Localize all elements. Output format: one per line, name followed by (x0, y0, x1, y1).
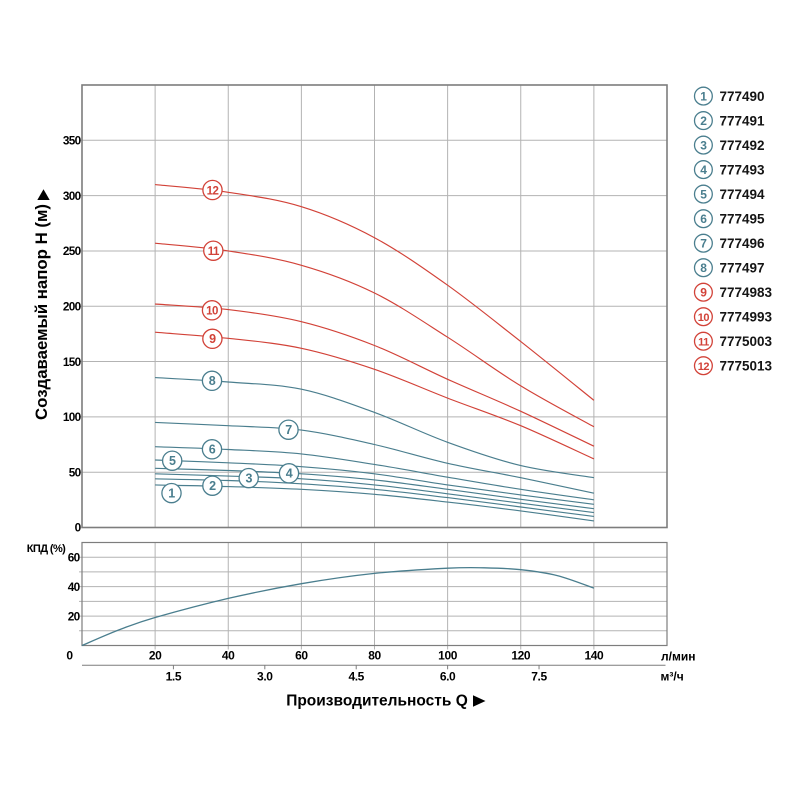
svg-text:40: 40 (222, 649, 235, 663)
svg-text:80: 80 (368, 649, 381, 663)
svg-text:777496: 777496 (720, 236, 766, 251)
svg-text:777494: 777494 (720, 187, 766, 202)
svg-text:10: 10 (698, 312, 710, 324)
svg-text:3.0: 3.0 (257, 670, 273, 684)
svg-text:12: 12 (207, 185, 219, 197)
svg-text:4: 4 (700, 163, 707, 177)
svg-text:7: 7 (700, 236, 707, 250)
svg-text:250: 250 (63, 244, 82, 258)
svg-text:2: 2 (209, 479, 216, 493)
svg-text:200: 200 (63, 299, 82, 313)
svg-text:7774993: 7774993 (720, 309, 773, 324)
svg-text:120: 120 (511, 649, 531, 663)
svg-text:4.5: 4.5 (348, 670, 364, 684)
svg-text:1: 1 (168, 487, 175, 501)
svg-text:м³/ч: м³/ч (661, 670, 684, 684)
svg-text:10: 10 (206, 306, 218, 318)
svg-text:50: 50 (69, 465, 82, 479)
svg-text:777492: 777492 (720, 138, 765, 153)
svg-text:0: 0 (66, 649, 73, 663)
svg-text:КПД (%): КПД (%) (27, 543, 66, 555)
svg-text:777493: 777493 (720, 162, 766, 177)
svg-text:6: 6 (209, 443, 216, 457)
svg-text:8: 8 (209, 374, 216, 388)
svg-text:300: 300 (63, 189, 82, 203)
svg-text:4: 4 (286, 467, 293, 481)
svg-text:777497: 777497 (720, 260, 765, 275)
svg-text:1: 1 (700, 89, 707, 103)
svg-text:350: 350 (63, 134, 82, 148)
svg-text:11: 11 (208, 246, 220, 258)
svg-text:9: 9 (700, 285, 707, 299)
svg-text:7775003: 7775003 (720, 334, 773, 349)
svg-text:40: 40 (68, 580, 81, 594)
svg-text:3: 3 (700, 138, 707, 152)
svg-text:20: 20 (68, 609, 81, 623)
svg-text:3: 3 (245, 472, 252, 486)
svg-text:7: 7 (285, 423, 292, 437)
svg-text:7775013: 7775013 (720, 358, 773, 373)
svg-text:777490: 777490 (720, 89, 765, 104)
svg-text:2: 2 (700, 114, 707, 128)
svg-text:12: 12 (698, 361, 710, 373)
svg-text:140: 140 (584, 649, 604, 663)
svg-text:777495: 777495 (720, 211, 766, 226)
svg-text:7.5: 7.5 (531, 670, 547, 684)
svg-text:1.5: 1.5 (166, 670, 182, 684)
svg-text:100: 100 (438, 649, 458, 663)
svg-text:0: 0 (75, 521, 82, 535)
svg-text:Производительность Q: Производительность Q (286, 693, 468, 710)
svg-text:5: 5 (700, 187, 707, 201)
svg-text:150: 150 (63, 355, 82, 369)
svg-text:Создаваемый напор Н (м): Создаваемый напор Н (м) (32, 204, 51, 420)
svg-text:6.0: 6.0 (440, 670, 456, 684)
svg-text:8: 8 (700, 261, 707, 275)
svg-text:11: 11 (698, 336, 709, 348)
svg-text:9: 9 (209, 332, 216, 346)
svg-text:л/мин: л/мин (661, 650, 695, 664)
svg-text:100: 100 (63, 410, 82, 424)
svg-text:20: 20 (149, 649, 162, 663)
svg-text:5: 5 (169, 454, 176, 468)
svg-text:60: 60 (295, 649, 308, 663)
svg-text:6: 6 (700, 212, 707, 226)
svg-text:60: 60 (68, 550, 81, 564)
svg-text:777491: 777491 (720, 113, 766, 128)
svg-text:7774983: 7774983 (720, 285, 773, 300)
